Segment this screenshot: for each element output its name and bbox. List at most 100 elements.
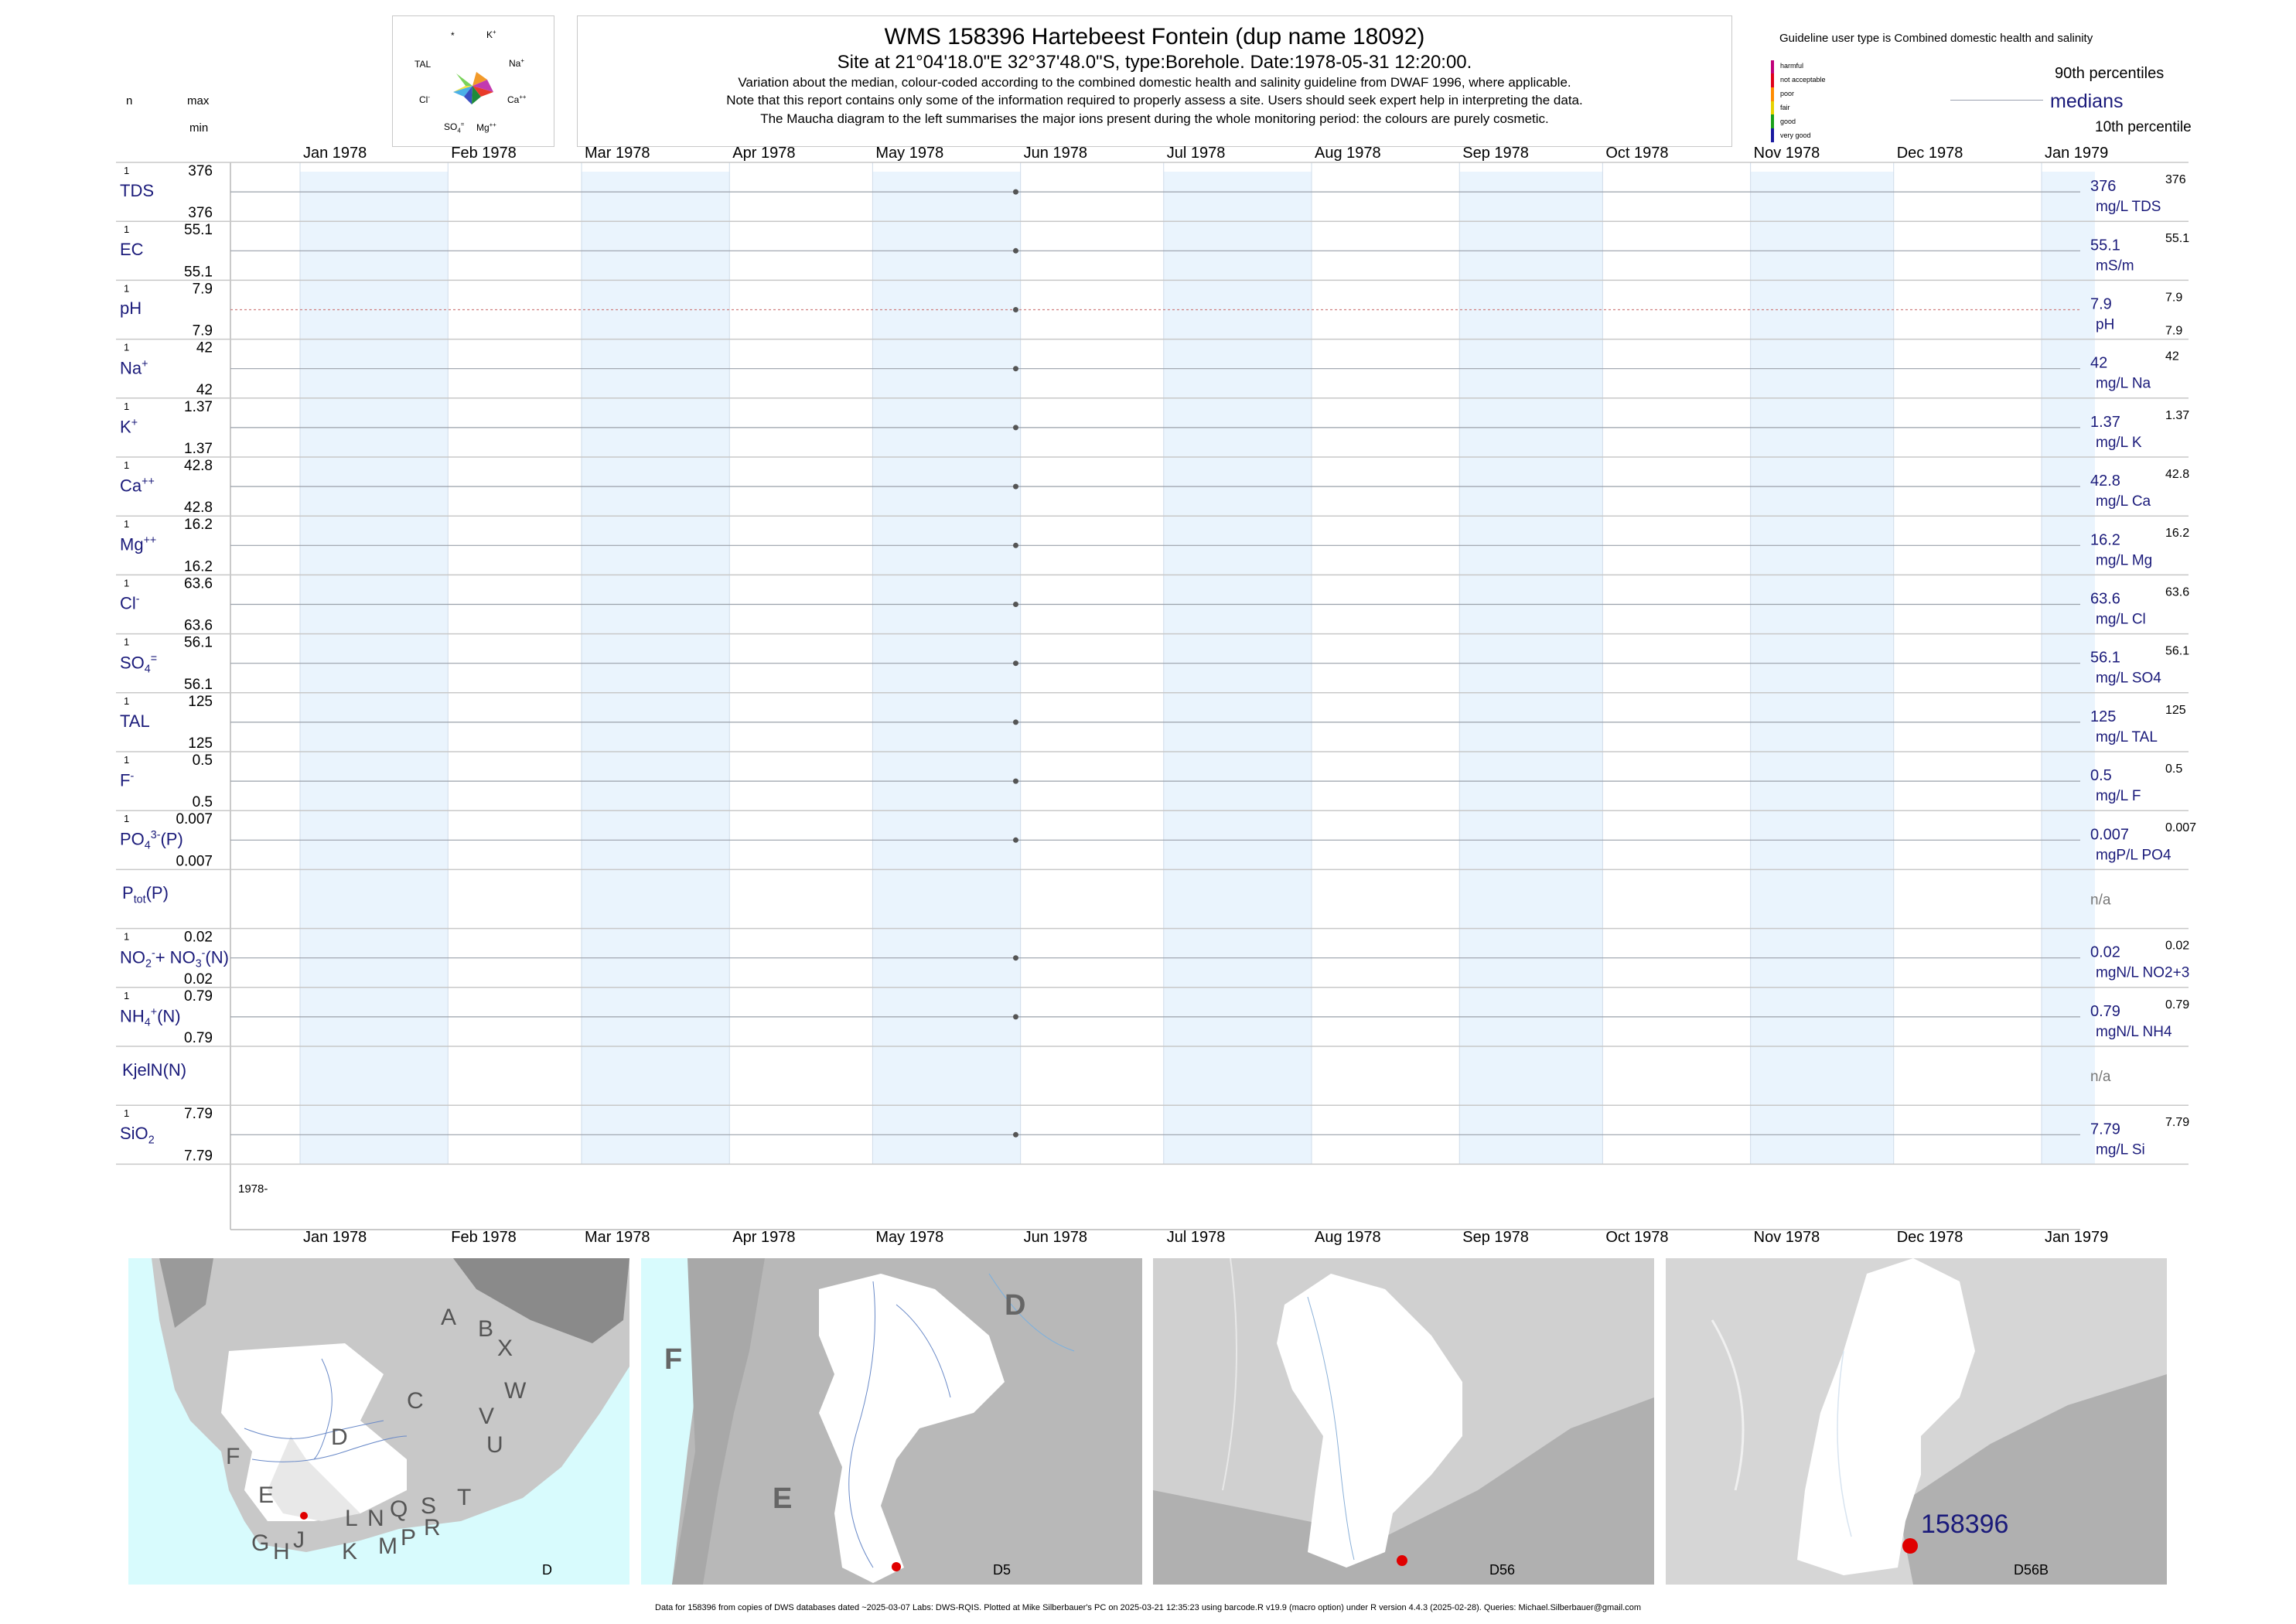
row-right-max: 7.9 — [2165, 291, 2182, 304]
legend-median-line — [1950, 100, 2043, 101]
row-min: 42.8 — [184, 500, 213, 516]
row-right-median: 56.1 — [2090, 650, 2120, 667]
row-max: 0.007 — [176, 811, 213, 827]
month-label-bottom: Oct 1978 — [1605, 1229, 1668, 1246]
row-right-unit: mS/m — [2096, 258, 2134, 274]
row-n: 1 — [124, 754, 129, 766]
month-band — [872, 172, 1021, 1165]
row-max: 376 — [188, 163, 213, 179]
legend-medians: medians — [2050, 90, 2124, 112]
row-right-min: 7.9 — [2165, 325, 2182, 338]
map1-letter-p: P — [401, 1525, 417, 1551]
row-min: 55.1 — [184, 264, 213, 280]
sample-point — [1012, 189, 1018, 195]
row-right-unit: mg/L Cl — [2096, 612, 2146, 628]
row-right-median: 7.79 — [2090, 1121, 2120, 1138]
param-label: Na+ — [120, 357, 148, 377]
param-label: K+ — [120, 416, 138, 437]
guideline-class-not-acceptable: not acceptable — [1780, 76, 1826, 84]
map1-letter-j: J — [293, 1527, 305, 1553]
row-right-na: n/a — [2090, 892, 2111, 909]
month-label-top: Sep 1978 — [1462, 145, 1529, 162]
row-min: 1.37 — [184, 441, 213, 457]
month-band — [300, 172, 449, 1165]
sample-point — [1012, 542, 1018, 548]
map2-letter-f: F — [664, 1343, 683, 1376]
map-d56: D56 — [1153, 1258, 1654, 1585]
row-n: 1 — [124, 1107, 129, 1119]
row-right-median: 0.02 — [2090, 944, 2120, 961]
month-label-bottom: Dec 1978 — [1897, 1229, 1963, 1246]
param-label: F- — [120, 770, 135, 790]
map1-letter-m: M — [378, 1534, 397, 1559]
map-d5-svg — [641, 1258, 1075, 1585]
map1-letter-d: D — [331, 1424, 348, 1450]
map1-letter-h: H — [273, 1539, 290, 1564]
row-right-max: 376 — [2165, 173, 2186, 186]
map1-letter-w: W — [504, 1378, 527, 1404]
map1-letter-c: C — [407, 1388, 424, 1414]
month-band — [1750, 172, 1894, 1165]
header-n: n — [126, 94, 133, 107]
row-right-max: 125 — [2165, 704, 2186, 717]
row-min: 7.9 — [193, 323, 213, 339]
page-subtitle: Site at 21°04'18.0"E 32°37'48.0"S, type:… — [837, 52, 1472, 73]
row-n: 1 — [124, 342, 129, 353]
maucha-label-cl: Cl- — [419, 94, 430, 105]
row-max: 16.2 — [184, 517, 213, 533]
map1-letter-l: L — [345, 1506, 358, 1531]
maucha-label-tal: TAL — [415, 59, 432, 70]
maucha-diagram: * K+ TAL Na+ Cl- Ca++ SO4= Mg++ — [392, 15, 554, 147]
sample-point — [1012, 1131, 1018, 1138]
row-max: 55.1 — [184, 222, 213, 238]
maucha-label-star: * — [451, 30, 455, 41]
site-marker-icon — [1902, 1538, 1918, 1554]
row-right-unit: mg/L Na — [2096, 376, 2151, 392]
month-label-top: Jan 1979 — [2045, 145, 2108, 162]
row-right-unit: mg/L Ca — [2096, 493, 2151, 510]
sample-point — [1012, 307, 1018, 312]
row-n: 1 — [124, 401, 129, 412]
guideline-colorbar — [1771, 60, 1774, 142]
row-right-median: 0.5 — [2090, 767, 2112, 784]
row-right-median: 42 — [2090, 355, 2107, 372]
row-min: 63.6 — [184, 618, 213, 634]
month-label-top: Apr 1978 — [732, 145, 795, 162]
month-label-top: Aug 1978 — [1315, 145, 1381, 162]
legend-90th: 90th percentiles — [2055, 65, 2165, 82]
row-right-max: 1.37 — [2165, 409, 2189, 422]
map1-letter-s: S — [421, 1493, 437, 1519]
sample-point — [1012, 366, 1018, 372]
row-right-median: 376 — [2090, 178, 2116, 195]
note-1: Variation about the median, colour-coded… — [738, 75, 1571, 90]
row-right-median: 7.9 — [2090, 296, 2112, 313]
month-label-top: May 1978 — [875, 145, 943, 162]
month-band — [2042, 172, 2095, 1165]
map1-letter-n: N — [367, 1506, 384, 1531]
sample-point — [1012, 483, 1018, 490]
row-right-max: 42.8 — [2165, 468, 2189, 481]
month-label-bottom: Nov 1978 — [1754, 1229, 1820, 1246]
row-max: 42 — [196, 340, 213, 357]
sample-point — [1012, 247, 1018, 254]
row-right-median: 42.8 — [2090, 473, 2120, 490]
row-min: 0.5 — [193, 794, 213, 810]
row-right-unit: mg/L TDS — [2096, 199, 2161, 215]
month-label-bottom: Jan 1979 — [2045, 1229, 2108, 1246]
row-max: 0.02 — [184, 930, 213, 946]
row-right-median: 1.37 — [2090, 414, 2120, 431]
row-max: 63.6 — [184, 575, 213, 592]
row-right-max: 16.2 — [2165, 527, 2189, 540]
map-d56b-svg — [1711, 1258, 2167, 1585]
param-label: pH — [120, 299, 142, 319]
sample-point — [1012, 837, 1018, 843]
row-max: 0.5 — [193, 752, 213, 769]
map1-letter-e: E — [258, 1482, 275, 1508]
row-min: 0.02 — [184, 971, 213, 988]
row-right-unit: mgN/L NH4 — [2096, 1024, 2172, 1040]
row-right-max: 0.02 — [2165, 940, 2189, 953]
map-south-africa: A B X C W D V U T F E G H J L N Q S R K … — [128, 1258, 629, 1585]
row-right-median: 0.79 — [2090, 1003, 2120, 1020]
guideline-class-poor: poor — [1780, 90, 1795, 97]
map1-letter-q: Q — [390, 1496, 408, 1522]
